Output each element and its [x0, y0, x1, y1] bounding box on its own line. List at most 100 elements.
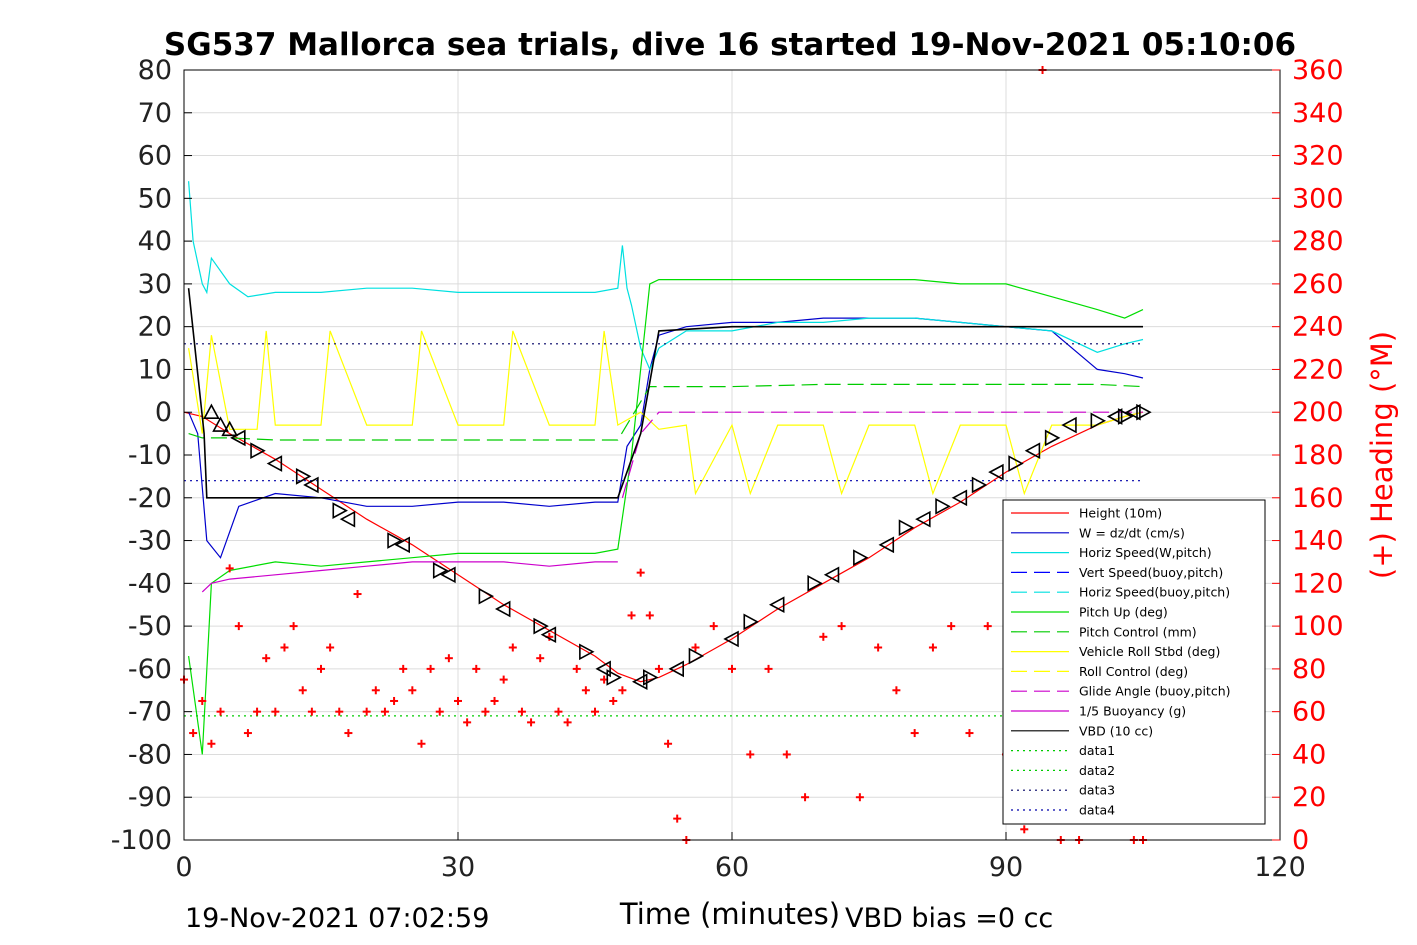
heading-point: [508, 643, 517, 652]
heading-point: [764, 664, 773, 673]
heading-point: [892, 686, 901, 695]
depth-marker: [688, 647, 705, 665]
series-layer: [180, 66, 1152, 844]
heading-point: [243, 729, 252, 738]
y-right-tick-label: 180: [1292, 440, 1344, 471]
depth-marker: [606, 669, 622, 686]
depth-marker: [853, 549, 869, 567]
heading-point: [664, 739, 673, 748]
footer-timestamp: 19-Nov-2021 07:02:59: [185, 903, 489, 934]
heading-point: [855, 793, 864, 802]
legend-entry: Horiz Speed(W,pitch): [1079, 545, 1212, 560]
heading-point: [746, 750, 755, 759]
heading-point: [636, 568, 645, 577]
heading-point: [709, 622, 718, 631]
heading-point: [874, 643, 883, 652]
heading-point: [408, 686, 417, 695]
depth-marker: [1136, 403, 1152, 421]
heading-point: [444, 654, 453, 663]
depth-marker: [494, 600, 511, 618]
heading-point: [463, 718, 472, 727]
heading-point: [645, 611, 654, 620]
heading-point: [490, 696, 499, 705]
heading-point: [591, 707, 599, 716]
heading-point: [627, 611, 636, 620]
legend-entry: data2: [1079, 763, 1115, 778]
depth-marker: [878, 536, 895, 554]
depth-marker: [579, 643, 595, 661]
y-right-tick-label: 20: [1292, 782, 1326, 813]
depth-marker: [266, 455, 283, 472]
y-left-tick-label: -70: [128, 697, 172, 728]
legend: Height (10m) W = dz/dt (cm/s) Horiz Speed(…: [1002, 499, 1266, 825]
x-tick-label: 120: [1254, 852, 1306, 883]
depth-marker: [668, 660, 684, 678]
heading-point: [335, 707, 344, 716]
heading-point: [380, 707, 389, 716]
y-right-tick-label: 80: [1292, 654, 1326, 685]
legend-entry: Horiz Speed(buoy,pitch): [1079, 585, 1230, 600]
y-left-tick-label: 0: [155, 397, 172, 428]
legend-entry: data3: [1079, 783, 1115, 798]
y-right-tick-label: 340: [1292, 98, 1344, 129]
heading-point: [198, 696, 207, 705]
legend-entry: Pitch Up (deg): [1079, 605, 1168, 620]
y-right-tick-label: 320: [1292, 141, 1344, 172]
series-line-7: [201, 561, 618, 593]
y-left-tick-label: -60: [128, 654, 172, 685]
heading-point: [371, 686, 380, 695]
legend-entry: Vert Speed(buoy,pitch): [1079, 565, 1223, 580]
depth-marker: [807, 574, 823, 592]
depth-marker: [478, 587, 495, 605]
series-line-8: [187, 288, 1143, 499]
y-left-tick-label: -30: [128, 526, 172, 557]
heading-point: [399, 664, 408, 673]
depth-marker: [823, 566, 840, 584]
depth-marker: [971, 476, 988, 494]
y-right-tick-label: 60: [1292, 697, 1326, 728]
y-left-tick-label: 10: [138, 354, 172, 385]
depth-marker: [533, 617, 549, 635]
y-left-tick-label: -10: [128, 440, 172, 471]
y-right-tick-label: 240: [1292, 312, 1344, 343]
depth-marker: [1117, 408, 1134, 425]
y-right-tick-label: 200: [1292, 397, 1344, 428]
y-right-tick-label: 40: [1292, 739, 1326, 770]
heading-point: [581, 686, 590, 695]
heading-point: [189, 729, 198, 738]
heading-point: [801, 793, 810, 802]
depth-marker: [1106, 408, 1123, 425]
heading-point: [536, 654, 545, 663]
heading-point: [472, 664, 481, 673]
depth-marker: [1044, 429, 1061, 447]
legend-entry: Pitch Control (mm): [1079, 624, 1197, 639]
heading-point: [654, 664, 663, 673]
heading-point: [317, 664, 325, 673]
heading-point: [673, 814, 682, 823]
depth-marker: [631, 673, 648, 691]
depth-marker: [540, 626, 557, 644]
legend-entry: Height (10m): [1079, 506, 1162, 521]
y-right-tick-label: 120: [1292, 568, 1344, 599]
legend-entry: Vehicle Roll Stbd (deg): [1079, 644, 1220, 659]
x-tick-label: 0: [175, 852, 192, 883]
y-left-tick-label: -40: [128, 568, 172, 599]
y-left-tick-label: -100: [111, 825, 172, 856]
heading-point: [362, 707, 371, 716]
heading-point: [481, 707, 490, 716]
heading-point: [216, 707, 225, 716]
heading-point: [262, 654, 271, 663]
depth-marker: [988, 463, 1004, 481]
y-left-tick-label: 20: [138, 312, 172, 343]
depth-marker: [332, 502, 348, 519]
heading-point: [390, 696, 399, 705]
depth-marker: [387, 532, 403, 549]
legend-entry: W = dz/dt (cm/s): [1079, 525, 1185, 540]
depth-marker: [743, 613, 759, 631]
legend-entry: data1: [1079, 743, 1115, 758]
heading-point: [426, 664, 435, 673]
x-tick-label: 90: [989, 852, 1023, 883]
depth-marker: [440, 566, 456, 584]
depth-marker: [250, 442, 266, 460]
heading-point: [572, 664, 581, 673]
